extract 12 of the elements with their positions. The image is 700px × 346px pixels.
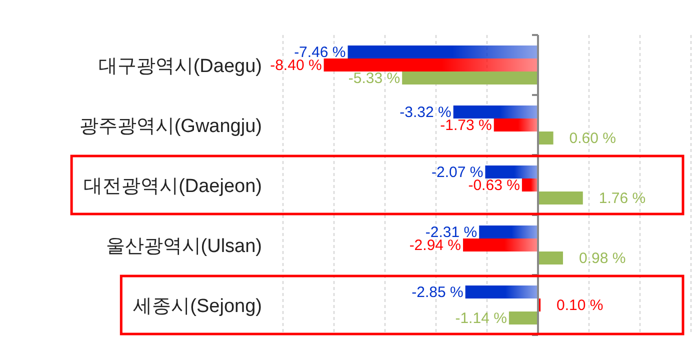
data-label: 1.76 % xyxy=(598,190,646,207)
data-label: -2.85 % xyxy=(412,284,464,301)
data-label: 0.60 % xyxy=(569,130,616,147)
y-tick-label: 세종시(Sejong) xyxy=(133,296,262,317)
data-label: -5.33 % xyxy=(348,70,400,87)
data-label: -1.14 % xyxy=(455,310,507,327)
y-tick-label: 대전광역시(Daejeon) xyxy=(84,176,262,197)
y-tick-label: 울산광역시(Ulsan) xyxy=(106,236,262,257)
y-tick-label: 광주광역시(Gwangju) xyxy=(79,116,262,137)
y-tick-label: 대구광역시(Daegu) xyxy=(98,56,262,77)
data-label: 0.10 % xyxy=(556,297,604,314)
data-label: 0.98 % xyxy=(578,250,626,267)
